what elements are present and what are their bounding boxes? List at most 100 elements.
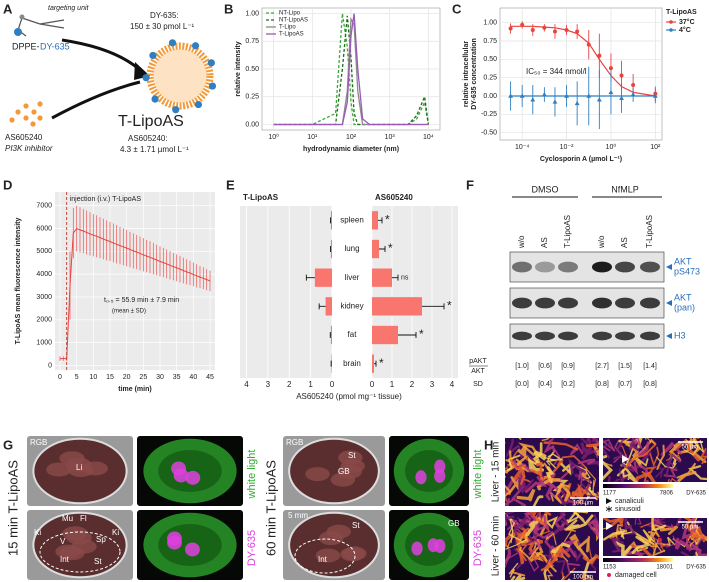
tissue-structure [580,442,590,453]
body [288,437,380,505]
tissue-structure [660,441,682,457]
x-tick-label: 45 [206,374,214,381]
drug-class-label: PI3K inhibitor [5,144,53,153]
organ [315,548,341,563]
tissue-structure [613,541,632,556]
point [596,97,602,102]
band-label: AKT [674,256,692,266]
micrograph [603,518,707,556]
sd-label: SD [473,381,483,388]
lane-label: AS [540,237,549,248]
band-label: pS473 [674,266,700,276]
panel-label: H [484,437,493,452]
tissue-structure [569,443,584,456]
point [597,53,602,58]
tissue-structure [552,513,566,532]
legend-label: NT-LipoAS [279,18,308,24]
y-tick-label: 7000 [36,203,52,210]
tissue-structure [532,495,544,506]
anatomy-label: Ki [34,528,41,537]
bar [330,325,332,345]
significance: * [419,327,424,341]
canaliculi-marker [606,522,613,530]
tissue-structure [657,536,676,546]
blot-band [558,331,578,341]
point [552,29,557,34]
image-tile [389,436,469,506]
y-tick-label: -0.25 [481,111,497,118]
tissue-structure [580,577,593,580]
point [586,93,592,98]
error-bar [392,274,399,281]
x-tick-label: 10⁻⁴ [515,144,530,151]
conc-label: DY-635: [150,11,179,20]
tissue-structure [603,461,613,467]
tissue-structure [650,535,672,549]
legend-symbol [606,498,612,504]
anatomy-label: GB [338,467,350,476]
significance: ns [401,275,409,282]
point [542,25,547,30]
point [608,66,613,71]
sd-value: [0.8] [643,381,657,388]
tissue-structure [631,438,636,443]
error-bar [378,217,383,224]
tissue-structure [527,554,540,572]
x-tick-label: 4 [244,380,249,389]
drug-dot [31,109,37,115]
tissue-structure [649,518,666,526]
blot-band [640,261,660,273]
tissue-structure [586,438,599,443]
tissue-structure [517,445,527,458]
tissue-structure [581,571,595,580]
x-tick-label: 35 [173,374,181,381]
tissue-structure [555,489,571,505]
tissue-structure [560,462,572,476]
legend-symbol [605,506,613,512]
tissue-structure [587,438,599,448]
point [586,42,591,47]
tissue-structure [525,530,538,546]
band-label: (pan) [674,302,695,312]
lane-label: AS [620,237,629,248]
point [530,28,535,32]
ratio-value: [0.9] [561,363,575,370]
organ [305,467,330,482]
point [541,91,547,97]
tissue-structure [603,455,613,481]
tissue-structure [649,446,660,468]
band-arrow [666,264,672,270]
tissue-structure [585,442,599,448]
drug-dot [30,121,36,127]
x-tick-label: 3 [266,380,271,389]
anatomy-label: RGB [30,438,47,447]
error-bar [329,332,331,338]
point [520,22,525,27]
legend-label: 37°C [679,18,695,26]
error-bar [305,274,315,281]
legend-label: NT-Lipo [279,11,301,17]
tissue-structure [505,512,515,520]
organ [59,546,85,561]
plot-background [372,206,458,378]
dye-signal [411,541,423,556]
tissue-structure [527,512,546,526]
x-tick-label: 3 [430,380,435,389]
lane-label: T-LipoAS [645,215,654,248]
ratio-value: [2.7] [595,363,609,370]
tissue-structure [607,475,619,482]
tissue-structure [651,518,667,532]
error-bar [398,332,417,338]
tissue-structure [692,438,705,453]
blot-band [592,331,612,341]
x-tick-label: 30 [156,374,164,381]
blot-band [640,297,660,309]
channel-label: DY-635 [246,530,258,566]
legend-title: T-LipoAS [666,9,697,16]
tissue-structure [688,465,707,481]
row-title: Liver - 60 min [491,516,502,577]
x-axis-label: time (min) [118,386,151,393]
y-tick-label: -0.50 [481,130,497,137]
point [574,100,580,106]
tissue-structure [673,438,701,462]
